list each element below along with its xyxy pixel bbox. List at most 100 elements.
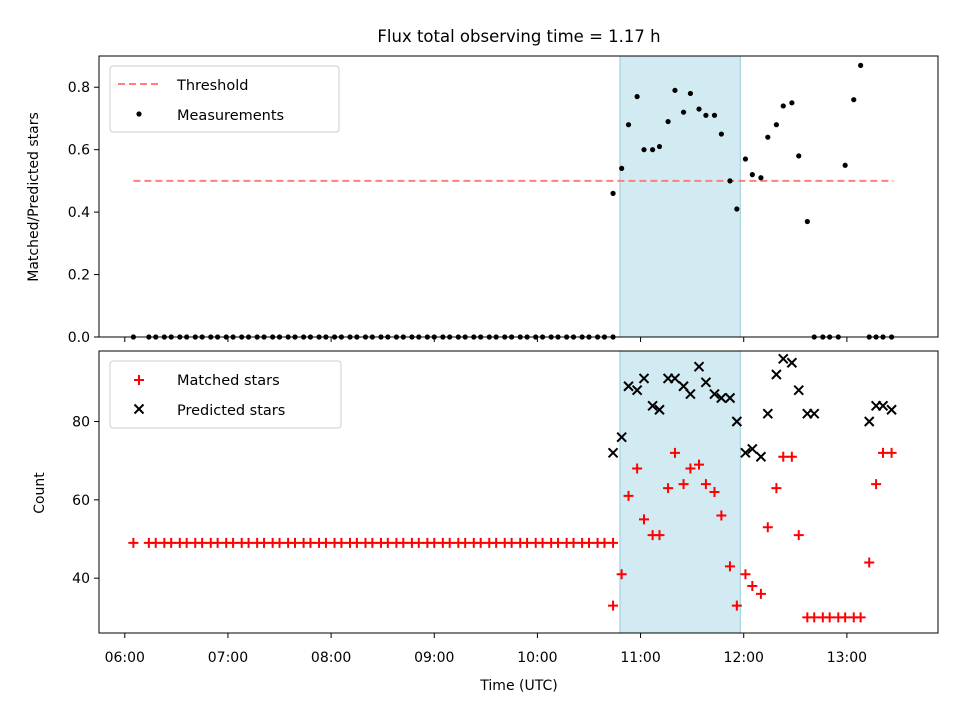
x-tick-label: 11:00 <box>620 650 660 666</box>
measurement-point <box>619 165 625 171</box>
matched-star-point <box>599 537 610 548</box>
matched-star-point <box>824 612 835 623</box>
matched-star-point <box>398 537 409 548</box>
matched-star-point <box>608 537 619 548</box>
top-y-ticks: 0.0 0.2 0.4 0.6 0.8 <box>68 80 99 346</box>
matched-star-points <box>128 447 897 623</box>
matched-star-point <box>506 537 517 548</box>
matched-star-point <box>553 537 564 548</box>
matched-star-point <box>568 537 579 548</box>
measurement-point <box>718 131 724 137</box>
matched-star-point <box>429 537 440 548</box>
top-highlight-span <box>619 55 741 338</box>
bottom-legend-box <box>109 360 342 429</box>
matched-star-point <box>289 537 300 548</box>
matched-star-point <box>228 537 239 548</box>
matched-star-point <box>367 537 378 548</box>
matched-star-point <box>855 612 866 623</box>
matched-star-point <box>320 537 331 548</box>
matched-star-point <box>212 537 223 548</box>
measurement-point <box>634 93 640 100</box>
measurement-point <box>610 190 616 196</box>
matched-star-point <box>669 447 680 458</box>
matched-star-point <box>709 487 720 497</box>
predicted-star-point <box>724 392 736 404</box>
matched-star-point <box>616 569 627 580</box>
legend-predicted-marker <box>133 403 145 415</box>
measurement-point <box>749 172 755 178</box>
matched-star-point <box>197 537 208 548</box>
matched-star-point <box>786 451 797 462</box>
matched-star-point <box>351 537 362 548</box>
bottom-legend: Matched stars Predicted stars <box>109 360 342 429</box>
x-tick-label: 08:00 <box>311 650 351 666</box>
predicted-star-point <box>747 443 758 455</box>
matched-star-point <box>150 537 161 548</box>
predicted-star-point <box>638 373 650 384</box>
matched-star-point <box>864 557 875 568</box>
measurement-point <box>789 100 795 106</box>
measurement-point <box>665 118 671 125</box>
legend-predicted-label: Predicted stars <box>177 403 285 419</box>
legend-matched-marker <box>134 375 144 385</box>
legend-measurements-label: Measurements <box>177 108 284 124</box>
measurement-point <box>656 143 663 150</box>
matched-star-point <box>522 537 533 548</box>
matched-star-point <box>685 463 696 474</box>
matched-star-point <box>694 459 705 470</box>
predicted-star-point <box>731 416 743 427</box>
predicted-star-point <box>809 408 820 419</box>
matched-star-point <box>771 483 782 494</box>
matched-star-point <box>700 479 711 490</box>
matched-star-point <box>632 463 643 474</box>
x-tick-label: 09:00 <box>414 650 454 666</box>
legend-measurements-marker <box>136 111 142 117</box>
top-panel: 0.00.20.40.60.8 Matched/Predicted stars … <box>26 55 939 346</box>
predicted-star-point <box>709 388 720 400</box>
matched-star-point <box>778 451 789 462</box>
predicted-star-point <box>864 416 875 427</box>
x-tick-label: 12:00 <box>724 650 764 666</box>
measurement-point <box>804 218 810 225</box>
matched-star-point <box>654 530 665 541</box>
measurement-point <box>742 156 749 162</box>
top-y-axis-label: Matched/Predicted stars <box>26 112 42 282</box>
measurement-point <box>765 134 771 140</box>
top-y-tick-label: 0.6 <box>68 143 90 159</box>
matched-star-point <box>840 612 851 623</box>
predicted-star-point <box>654 404 665 415</box>
x-axis-label: Time (UTC) <box>479 678 557 694</box>
predicted-star-point <box>647 400 658 412</box>
matched-star-point <box>166 537 177 548</box>
measurement-point <box>625 122 632 128</box>
matched-star-point <box>537 537 548 548</box>
matched-star-point <box>583 537 594 548</box>
matched-star-point <box>755 588 766 599</box>
matched-star-point <box>460 537 471 548</box>
measurement-point <box>711 112 718 118</box>
matched-star-point <box>886 447 897 458</box>
predicted-star-point <box>669 373 681 384</box>
measurement-point <box>858 62 864 68</box>
legend-threshold-label: Threshold <box>176 78 248 94</box>
measurement-point <box>842 162 848 168</box>
matched-star-point <box>128 537 139 548</box>
matched-star-point <box>413 537 424 548</box>
bottom-axes-frame <box>98 350 939 634</box>
bottom-y-tick-label: 60 <box>72 493 90 509</box>
predicted-star-point <box>740 447 751 459</box>
matched-star-point <box>243 537 254 548</box>
top-y-tick-label: 0.0 <box>68 330 90 346</box>
predicted-star-point <box>793 384 804 396</box>
matched-star-point <box>724 561 735 572</box>
predicted-star-point <box>771 369 782 380</box>
bottom-highlight-span <box>619 350 741 634</box>
measurement-point <box>641 147 647 153</box>
measurement-point <box>851 97 857 103</box>
top-y-tick-label: 0.8 <box>68 80 90 96</box>
matched-star-point <box>663 483 674 494</box>
bottom-panel: 40 60 80 06:00 07:00 08:00 09:00 10:00 11:00 12:… <box>32 350 939 694</box>
top-legend: Threshold Measurements <box>109 65 340 133</box>
predicted-star-point <box>607 447 619 459</box>
measurement-point <box>727 178 733 184</box>
